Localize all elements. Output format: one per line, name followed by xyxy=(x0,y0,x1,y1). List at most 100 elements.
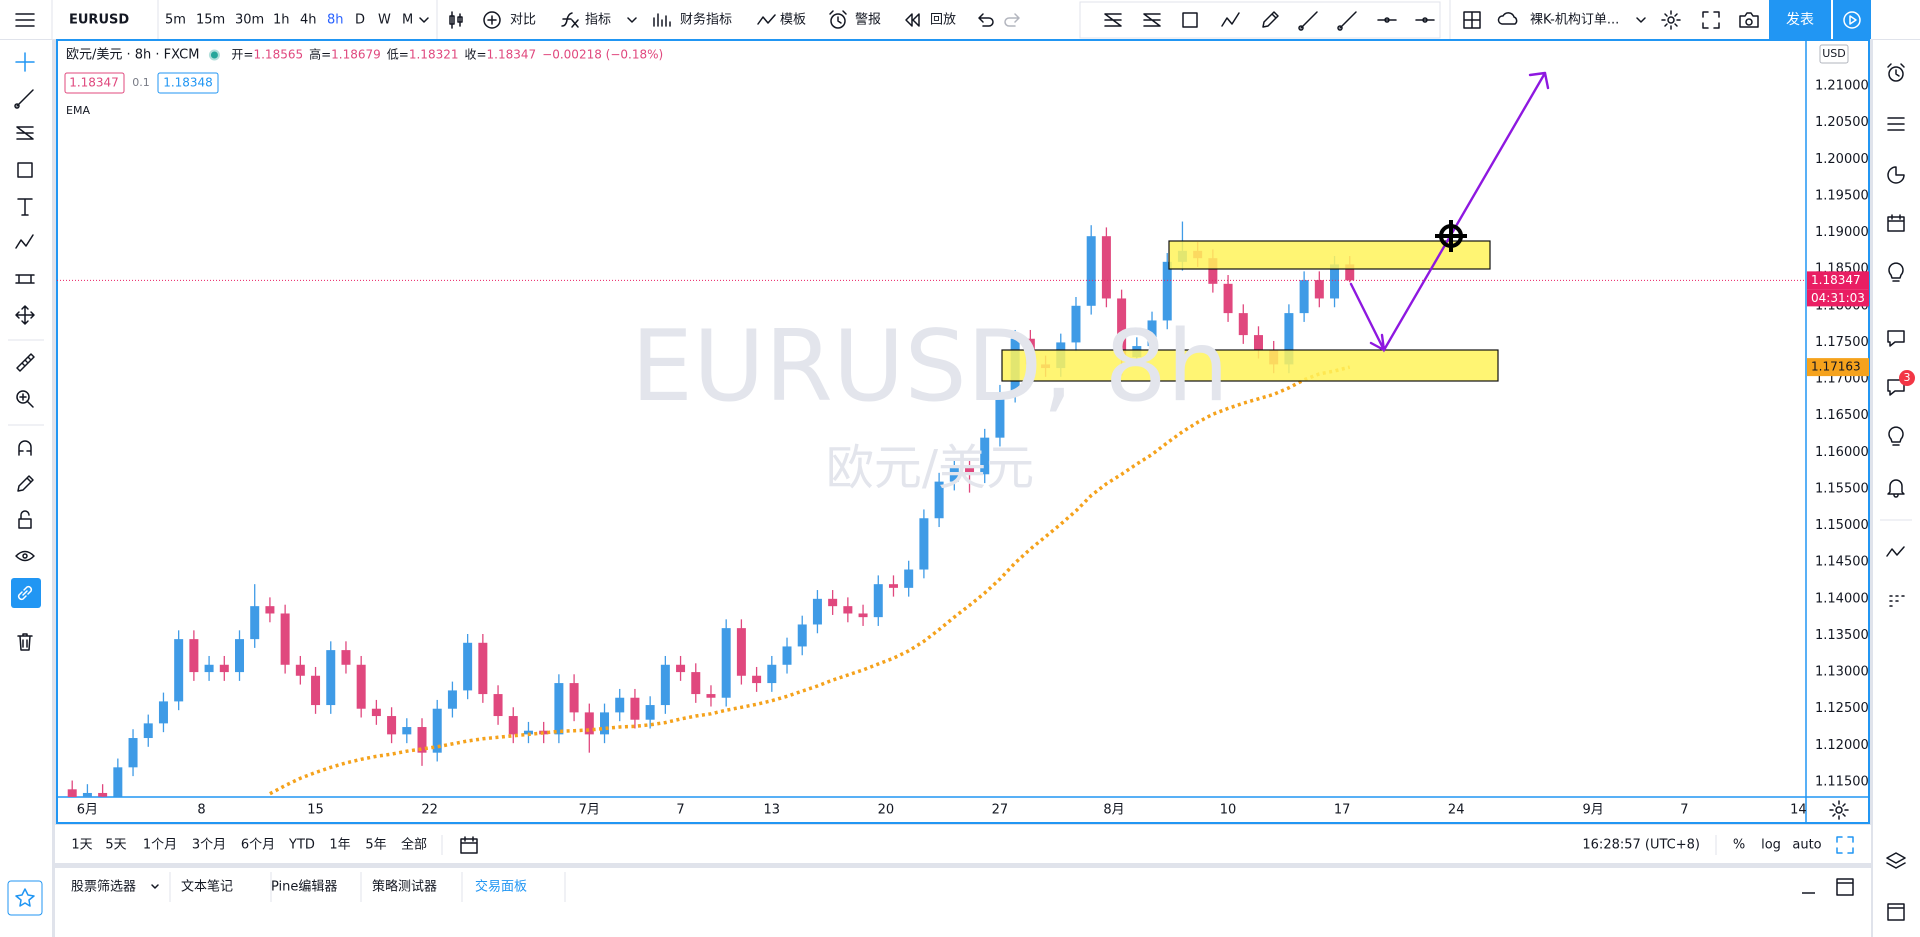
interval-button[interactable]: 8h xyxy=(327,13,344,28)
icon[interactable] xyxy=(17,633,33,651)
icon[interactable] xyxy=(1182,12,1198,28)
panel-tab[interactable]: 策略测试器 xyxy=(372,879,437,895)
icon[interactable] xyxy=(1221,12,1240,27)
icon[interactable] xyxy=(16,353,35,372)
icon[interactable] xyxy=(1298,11,1318,31)
icon[interactable] xyxy=(1739,12,1759,28)
symbol[interactable]: EURUSD xyxy=(69,13,129,28)
icon[interactable] xyxy=(1887,166,1905,184)
scale-option[interactable]: % xyxy=(1733,838,1745,853)
play-button[interactable] xyxy=(1833,0,1871,39)
sell-box[interactable] xyxy=(64,72,125,94)
scale-option[interactable]: log xyxy=(1761,838,1781,853)
icon[interactable] xyxy=(1702,11,1720,29)
range-button[interactable]: 3个月 xyxy=(192,838,226,853)
icon[interactable] xyxy=(15,52,35,72)
icon[interactable] xyxy=(1262,11,1279,28)
icon[interactable] xyxy=(1887,903,1905,921)
icon[interactable] xyxy=(18,440,32,456)
icon[interactable] xyxy=(1887,63,1905,82)
toolbar-button[interactable]: 回放 xyxy=(930,13,956,28)
range-button[interactable]: 6个月 xyxy=(241,838,275,853)
icon[interactable] xyxy=(14,89,34,109)
icon[interactable] xyxy=(1886,546,1905,557)
toolbar-button[interactable]: 模板 xyxy=(780,13,806,28)
icon[interactable] xyxy=(757,14,776,25)
sell-price[interactable]: 1.18347 xyxy=(69,76,119,90)
icon[interactable] xyxy=(15,13,35,27)
buy-box[interactable] xyxy=(157,72,219,94)
icon[interactable] xyxy=(17,585,33,601)
icon[interactable] xyxy=(17,162,33,178)
icon[interactable] xyxy=(17,198,33,216)
icon[interactable] xyxy=(1829,800,1849,820)
interval-button[interactable]: 15m xyxy=(196,13,225,28)
icon[interactable] xyxy=(18,510,32,529)
icon[interactable] xyxy=(15,550,35,562)
icon[interactable] xyxy=(1661,10,1681,30)
icon[interactable] xyxy=(15,274,35,284)
icon[interactable] xyxy=(561,12,579,28)
icon[interactable] xyxy=(905,13,920,27)
candle-body xyxy=(508,716,518,735)
range-button[interactable]: 5年 xyxy=(365,838,386,853)
icon[interactable] xyxy=(1377,17,1397,23)
layout-name[interactable]: 裸K-机构订单... xyxy=(1530,13,1619,28)
icon[interactable] xyxy=(1415,17,1435,23)
panel-tab[interactable]: 文本笔记 xyxy=(181,879,233,895)
icon[interactable] xyxy=(16,126,34,140)
toolbar-button[interactable]: 警报 xyxy=(855,12,881,28)
range-button[interactable]: 1天 xyxy=(71,838,92,853)
toolbar-button[interactable]: 指标 xyxy=(585,13,611,28)
toolbar-button[interactable]: 财务指标 xyxy=(680,12,732,28)
icon[interactable] xyxy=(1463,11,1481,29)
icon[interactable] xyxy=(1886,852,1906,869)
icon[interactable] xyxy=(829,10,847,29)
icon[interactable] xyxy=(449,11,463,29)
icon[interactable] xyxy=(1887,330,1905,347)
interval-button[interactable]: 30m xyxy=(235,13,264,28)
range-button[interactable]: 1年 xyxy=(329,838,350,853)
buy-price[interactable]: 1.18348 xyxy=(163,76,213,90)
icon[interactable] xyxy=(15,888,35,907)
icon[interactable] xyxy=(1337,11,1357,31)
interval-button[interactable]: 1h xyxy=(273,13,290,28)
icon[interactable] xyxy=(1004,13,1020,27)
icon[interactable] xyxy=(1889,595,1905,607)
interval-button[interactable]: 4h xyxy=(300,13,317,28)
range-button[interactable]: 全部 xyxy=(401,837,427,853)
icon[interactable] xyxy=(1104,13,1122,27)
range-button[interactable]: 5天 xyxy=(105,838,126,853)
interval-button[interactable]: D xyxy=(355,13,365,28)
icon[interactable] xyxy=(1887,479,1905,498)
icon[interactable] xyxy=(653,13,671,27)
panel-tab[interactable]: 股票筛选器 xyxy=(71,880,136,895)
icon[interactable] xyxy=(1836,878,1854,896)
toolbar-button[interactable]: 对比 xyxy=(510,13,536,28)
icon[interactable] xyxy=(978,13,994,27)
icon[interactable] xyxy=(1888,426,1904,446)
icon[interactable] xyxy=(483,11,501,29)
range-button[interactable]: YTD xyxy=(288,838,315,853)
icon[interactable] xyxy=(15,234,34,249)
icon[interactable] xyxy=(1887,117,1905,131)
panel-tab[interactable]: Pine编辑器 xyxy=(271,880,337,895)
icon[interactable] xyxy=(1887,214,1905,232)
icon[interactable] xyxy=(1497,12,1518,25)
interval-button[interactable]: W xyxy=(378,13,391,28)
icon[interactable] xyxy=(1843,11,1861,29)
icon[interactable] xyxy=(15,305,35,325)
publish-label[interactable]: 发表 xyxy=(1786,12,1814,28)
range-button[interactable]: 1个月 xyxy=(143,838,177,853)
icon[interactable] xyxy=(1836,836,1854,854)
interval-button[interactable]: 5m xyxy=(165,13,186,28)
panel-tab[interactable]: 交易面板 xyxy=(475,879,527,895)
icon[interactable] xyxy=(1143,13,1161,27)
interval-button[interactable]: M xyxy=(402,13,413,28)
icon[interactable] xyxy=(16,390,34,408)
publish-button[interactable] xyxy=(1769,0,1831,39)
icon[interactable] xyxy=(1888,262,1904,282)
icon[interactable] xyxy=(460,836,478,854)
scale-option[interactable]: auto xyxy=(1792,838,1821,853)
icon[interactable] xyxy=(17,475,34,492)
